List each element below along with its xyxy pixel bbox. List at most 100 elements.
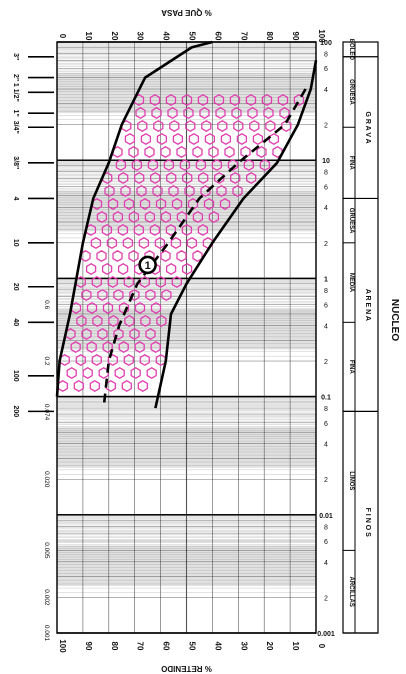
top-tick-label: 20 [110, 32, 119, 41]
band-hexagon [161, 289, 172, 301]
band-hexagon [230, 172, 241, 184]
band-hexagon [133, 224, 145, 236]
band-hexagon [85, 263, 97, 275]
band-hexagon [134, 302, 146, 314]
bottom-tick-label: 20 [265, 642, 274, 651]
band-hexagon [171, 198, 183, 210]
band-hexagon [81, 289, 92, 301]
band-hexagon [146, 367, 157, 379]
sieve-label: 1" [12, 110, 19, 117]
band-hexagon [70, 341, 81, 353]
band-hexagon [115, 159, 127, 171]
band-hexagon [252, 133, 264, 145]
class-part-label: FINA [348, 156, 354, 171]
band-hexagon [160, 146, 171, 158]
band-hexagon [135, 107, 146, 119]
size-minor-label: 6 [324, 539, 328, 546]
size-minor-label: 8 [324, 288, 328, 295]
band-hexagon [149, 94, 161, 106]
size-minor-label: 4 [324, 323, 328, 330]
band-hexagon [137, 380, 148, 392]
band-hexagon [163, 159, 175, 171]
top-tick-label: 100 [317, 29, 326, 43]
class-group-label: A R E N A [364, 289, 371, 321]
band-hexagon [198, 172, 209, 184]
band-hexagon [156, 315, 167, 327]
sieve-label: 200 [12, 406, 19, 418]
band-hexagon [192, 250, 203, 262]
band-hexagon [73, 380, 84, 392]
band-hexagon [128, 250, 139, 262]
top-tick-label: 30 [136, 32, 145, 41]
band-hexagon [208, 146, 219, 158]
band-hexagon [129, 328, 140, 340]
bottom-tick-label: 80 [110, 642, 119, 651]
band-hexagon [124, 315, 135, 327]
band-hexagon [136, 185, 147, 197]
bottom-axis-title: % RETENIDO [161, 664, 212, 673]
band-hexagon [90, 237, 102, 249]
sieve-label: 4 [12, 196, 19, 200]
band-hexagon [118, 341, 129, 353]
band-hexagon [176, 146, 187, 158]
size-minor-label: 8 [324, 524, 328, 531]
band-hexagon [96, 211, 108, 223]
band-hexagon [113, 328, 124, 340]
bottom-tick-label: 60 [162, 642, 171, 651]
band-hexagon [265, 120, 276, 132]
band-hexagon [220, 133, 232, 145]
band-hexagon [155, 198, 167, 210]
band-hexagon [156, 133, 168, 145]
band-hexagon [168, 185, 179, 197]
band-hexagon [128, 211, 140, 223]
band-hexagon [129, 289, 140, 301]
annotation-circle [138, 255, 157, 275]
sieve-label: 3/8" [12, 156, 19, 169]
size-minor-label: 2 [324, 477, 328, 484]
top-tick-label: 0 [58, 34, 67, 39]
band-hexagon [233, 120, 244, 132]
band-hexagon [153, 120, 164, 132]
band-hexagon [179, 159, 191, 171]
band-hexagon [165, 224, 177, 236]
bottom-tick-label: 10 [291, 642, 300, 651]
class-part-label: MEDIA [348, 273, 354, 293]
size-minor-label: 2 [324, 359, 328, 366]
top-tick-label: 40 [162, 32, 171, 41]
band-hexagon [160, 250, 171, 262]
band-hexagon [102, 302, 114, 314]
band-hexagon [145, 328, 156, 340]
band-hexagon [91, 276, 102, 288]
band-hexagon [138, 237, 150, 249]
top-tick-label: 50 [188, 32, 197, 41]
band-hexagon [139, 276, 150, 288]
band-hexagon [121, 380, 132, 392]
band-hexagon [232, 185, 243, 197]
band-hexagon [247, 107, 258, 119]
band-hexagon [249, 120, 260, 132]
band-hexagon [204, 133, 216, 145]
size-minor-label: 2 [324, 123, 328, 130]
band-hexagon [97, 289, 108, 301]
band-hexagon [208, 211, 220, 223]
size-decade-label: 10 [322, 158, 330, 165]
band-hexagon [107, 276, 118, 288]
band-hexagon [227, 159, 239, 171]
size-minor-label: 6 [324, 66, 328, 73]
band-hexagon [181, 224, 193, 236]
band-hexagon [151, 107, 162, 119]
bottom-tick-label: 0 [317, 644, 326, 649]
band-hexagon [117, 263, 129, 275]
class-group-label: G R A V A [364, 111, 371, 143]
sieve-mm-label: 0.020 [43, 471, 50, 488]
band-hexagon [76, 315, 87, 327]
band-hexagon [152, 185, 163, 197]
band-hexagon [215, 107, 226, 119]
band-hexagon [120, 185, 131, 197]
band-hexagon [216, 185, 227, 197]
band-hexagon [112, 211, 124, 223]
band-hexagon [186, 237, 198, 249]
band-hexagon [108, 315, 119, 327]
band-hexagon [123, 198, 135, 210]
